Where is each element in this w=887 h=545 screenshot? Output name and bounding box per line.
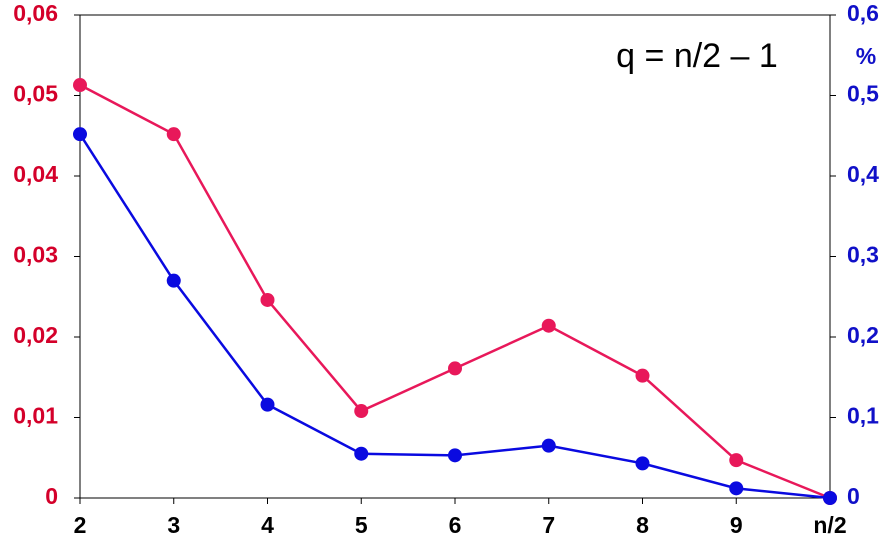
x-tick-label: 3 (167, 512, 180, 538)
point (260, 397, 275, 412)
y-tick-label: 0,05 (13, 81, 58, 107)
x-tick-label: 8 (636, 512, 649, 538)
y2-tick-label: 0,4 (847, 161, 879, 187)
y-tick-label: 0,02 (13, 322, 58, 348)
y2-tick-label: 0,6 (847, 0, 879, 26)
y2-tick-label: 0 (847, 483, 860, 509)
series-line (79, 83, 831, 500)
x-tick-label: n/2 (813, 512, 846, 538)
point (166, 127, 181, 142)
y2-tick-label: 0,3 (847, 242, 879, 268)
annotation: q = n/2 – 1 (616, 37, 778, 75)
x-tick-label: 4 (261, 512, 274, 538)
point (541, 438, 556, 453)
y-tick-label: 0,01 (13, 403, 58, 429)
y-tick-label: 0,06 (13, 0, 58, 26)
point (729, 453, 744, 468)
x-tick-label: 7 (542, 512, 555, 538)
x-tick-label: 5 (355, 512, 368, 538)
y2-tick-label: 0,2 (847, 322, 879, 348)
point (73, 78, 87, 93)
point (166, 273, 181, 288)
y2-tick-label: 0,5 (847, 81, 879, 107)
point (448, 448, 462, 463)
point (448, 361, 462, 376)
point (354, 404, 369, 419)
point (354, 446, 369, 461)
point (635, 456, 650, 471)
y-tick-label: 0 (45, 483, 58, 509)
x-tick-label: 6 (449, 512, 462, 538)
point (823, 491, 837, 505)
point (260, 292, 275, 307)
x-tick-label: 2 (74, 512, 87, 538)
plot-frame (79, 14, 831, 499)
y-tick-label: 0,03 (13, 242, 58, 268)
y2-axis-label: % (856, 43, 876, 69)
y2-tick-label: 0,1 (847, 403, 879, 429)
point (635, 368, 650, 383)
point (541, 318, 556, 333)
y-tick-label: 0,04 (13, 161, 58, 187)
point (73, 127, 87, 142)
point (729, 481, 744, 496)
x-tick-label: 9 (730, 512, 743, 538)
